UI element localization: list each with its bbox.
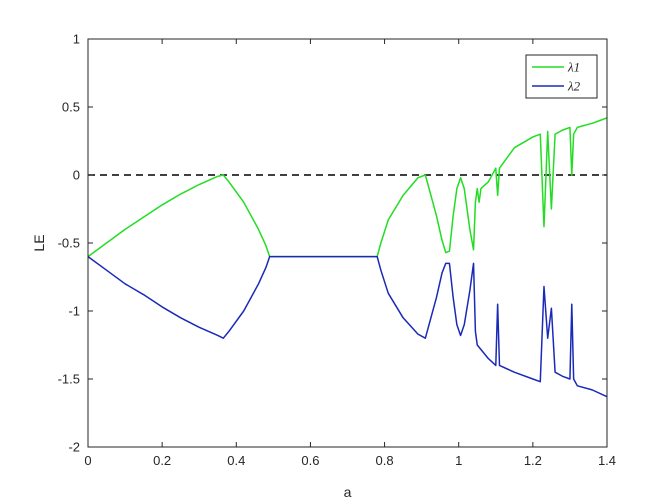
series-line-1 xyxy=(87,117,608,258)
x-axis-label: a xyxy=(344,484,352,500)
x-tick-label: 0.2 xyxy=(153,453,171,468)
x-tick-label: 1.4 xyxy=(598,453,616,468)
y-tick-label: 1 xyxy=(73,32,80,47)
legend-label-1: λ1 xyxy=(567,60,580,75)
series-line-2 xyxy=(87,255,608,398)
plot-area xyxy=(88,39,607,447)
y-tick-label: 0.5 xyxy=(62,100,80,115)
y-tick-label: -2 xyxy=(68,440,80,455)
y-tick-label: 0 xyxy=(73,168,80,183)
legend-box xyxy=(525,54,598,99)
y-axis-label: LE xyxy=(31,234,47,251)
x-tick-label: 0.8 xyxy=(376,453,394,468)
y-tick-label: -0.5 xyxy=(58,236,80,251)
x-tick-label: 1.2 xyxy=(524,453,542,468)
legend-label-2: λ2 xyxy=(567,79,581,94)
x-tick-label: 1 xyxy=(455,453,462,468)
x-tick-label: 0 xyxy=(84,453,91,468)
x-tick-label: 0.6 xyxy=(301,453,319,468)
y-tick-label: -1.5 xyxy=(58,372,80,387)
y-tick-label: -1 xyxy=(68,304,80,319)
x-tick-label: 0.4 xyxy=(227,453,245,468)
